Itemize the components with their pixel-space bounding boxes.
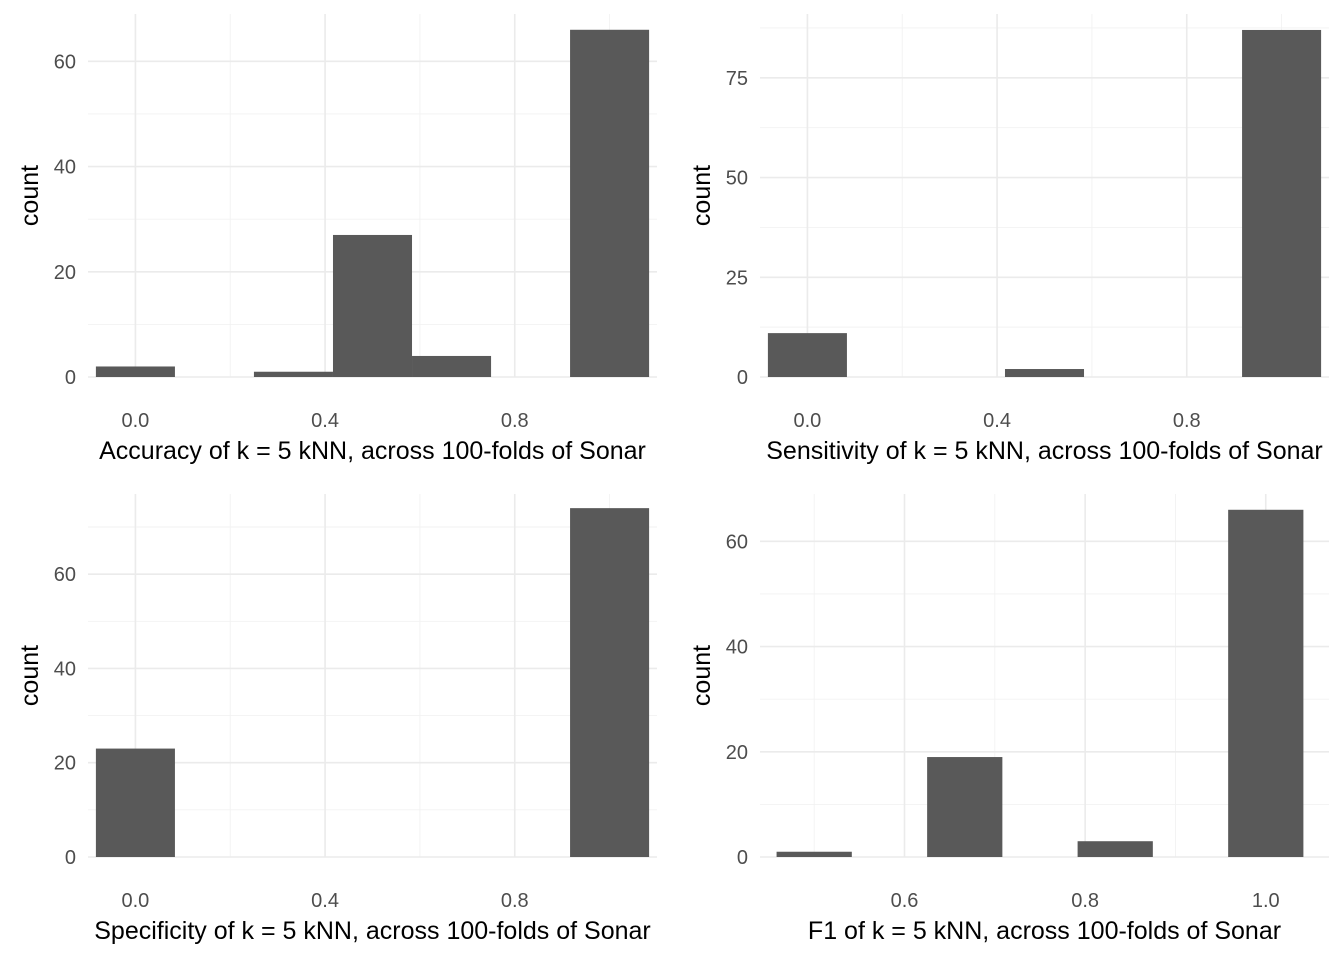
- accuracy-y-tick-label: 60: [54, 51, 76, 73]
- accuracy-y-tick-label: 20: [54, 262, 76, 284]
- sensitivity-x-tick-label: 0.0: [794, 410, 822, 432]
- specificity-bar: [95, 748, 175, 857]
- accuracy-bar: [570, 29, 650, 378]
- accuracy-y-axis-title: count: [16, 165, 44, 226]
- accuracy-histogram: 0.0 0.4 0.8 0 20 40 60 Accuracy of k = 5 kNN, a…: [16, 14, 657, 465]
- f1-bar: [776, 851, 852, 857]
- accuracy-bar: [332, 234, 413, 377]
- f1-histogram: 0.6 0.8 1.0 0 20 40 60 F1 of k = 5 kNN, across …: [688, 494, 1329, 945]
- specificity-histogram-panel: 0.0 0.4 0.8 0 20 40 60 Specificity of k = 5 kNN…: [0, 480, 672, 960]
- accuracy-x-tick-label: 0.8: [501, 410, 529, 432]
- f1-y-tick-label: 40: [726, 637, 748, 659]
- sensitivity-y-tick-label: 50: [726, 168, 748, 190]
- sensitivity-x-axis-title: Sensitivity of k = 5 kNN, across 100-fol…: [766, 437, 1323, 465]
- sensitivity-bar: [1004, 369, 1085, 377]
- specificity-y-axis-title: count: [16, 645, 44, 706]
- sensitivity-y-tick-label: 75: [726, 68, 748, 90]
- accuracy-y-tick-label: 40: [54, 157, 76, 179]
- accuracy-x-tick-label: 0.0: [122, 410, 150, 432]
- f1-y-tick-label: 20: [726, 742, 748, 764]
- specificity-y-tick-label: 0: [65, 847, 76, 869]
- accuracy-x-tick-label: 0.4: [311, 410, 339, 432]
- specificity-x-axis-title: Specificity of k = 5 kNN, across 100-fol…: [94, 917, 651, 945]
- specificity-y-tick-label: 60: [54, 564, 76, 586]
- accuracy-bar: [253, 371, 333, 377]
- specificity-y-tick-label: 20: [54, 753, 76, 775]
- sensitivity-bar: [767, 333, 847, 377]
- f1-histogram-panel: 0.6 0.8 1.0 0 20 40 60 F1 of k = 5 kNN, across …: [672, 480, 1344, 960]
- sensitivity-histogram-panel: 0.0 0.4 0.8 0 25 50 75 Sensitivity of k = 5 kNN…: [672, 0, 1344, 480]
- specificity-x-tick-label: 0.4: [311, 890, 339, 912]
- f1-bar: [927, 757, 1003, 857]
- f1-x-tick-label: 1.0: [1252, 890, 1280, 912]
- specificity-x-tick-label: 0.0: [122, 890, 150, 912]
- sensitivity-x-tick-label: 0.8: [1173, 410, 1201, 432]
- sensitivity-y-tick-label: 25: [726, 267, 748, 289]
- specificity-bar: [570, 508, 650, 857]
- specificity-histogram: 0.0 0.4 0.8 0 20 40 60 Specificity of k = 5 kNN…: [16, 494, 657, 945]
- sensitivity-y-tick-label: 0: [737, 367, 748, 389]
- accuracy-bar: [95, 366, 175, 377]
- accuracy-x-axis-title: Accuracy of k = 5 kNN, across 100-folds …: [99, 437, 646, 465]
- f1-x-axis-title: F1 of k = 5 kNN, across 100-folds of Son…: [808, 917, 1281, 945]
- sensitivity-bar: [1242, 29, 1322, 377]
- sensitivity-x-tick-label: 0.4: [983, 410, 1011, 432]
- f1-x-tick-label: 0.8: [1071, 890, 1099, 912]
- f1-y-tick-label: 60: [726, 531, 748, 553]
- f1-y-axis-title: count: [688, 645, 716, 706]
- f1-bar: [1228, 509, 1304, 857]
- accuracy-bar: [412, 355, 492, 377]
- f1-y-tick-label: 0: [737, 847, 748, 869]
- accuracy-histogram-panel: 0.0 0.4 0.8 0 20 40 60 Accuracy of k = 5 kNN, a…: [0, 0, 672, 480]
- f1-bar: [1077, 841, 1153, 857]
- sensitivity-histogram: 0.0 0.4 0.8 0 25 50 75 Sensitivity of k = 5 kNN…: [688, 14, 1329, 465]
- specificity-x-tick-label: 0.8: [501, 890, 529, 912]
- accuracy-y-tick-label: 0: [65, 367, 76, 389]
- sensitivity-y-axis-title: count: [688, 165, 716, 226]
- f1-x-tick-label: 0.6: [891, 890, 919, 912]
- specificity-y-tick-label: 40: [54, 658, 76, 680]
